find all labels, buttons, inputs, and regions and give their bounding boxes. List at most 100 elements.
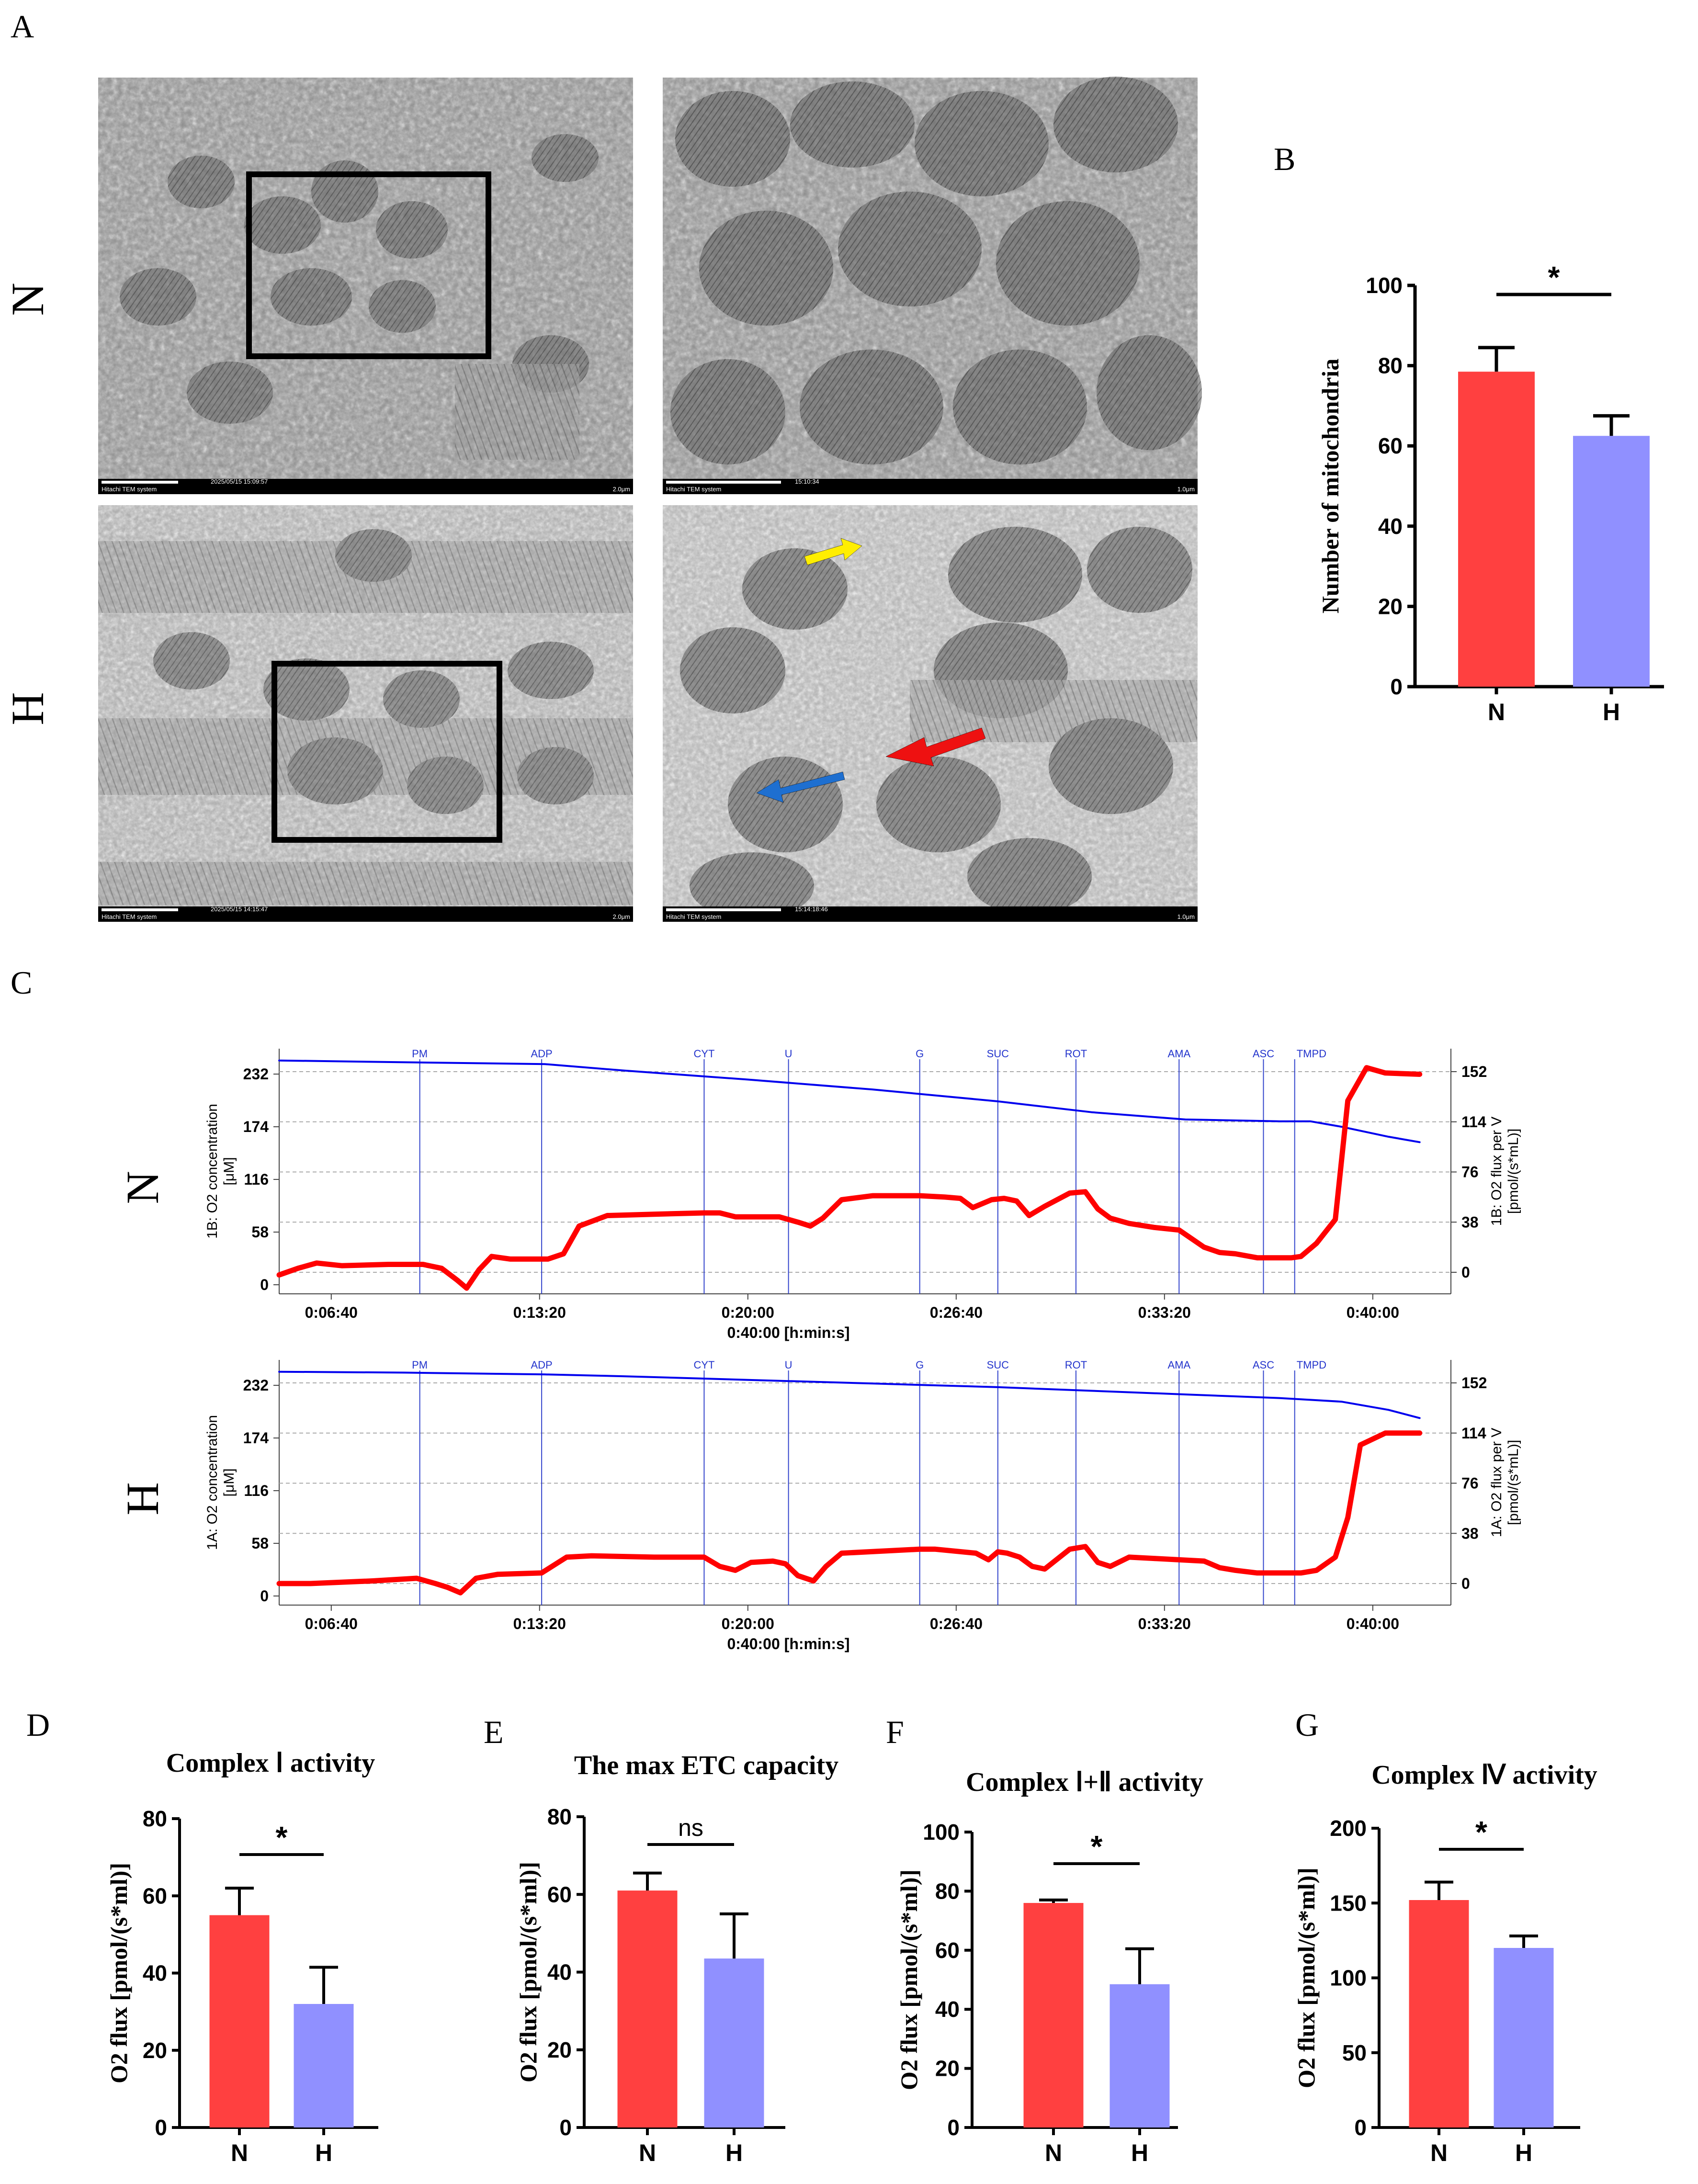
yellow-arrow [804,538,862,566]
x-tick-label: 0:13:20 [513,1615,566,1632]
panel-label-g: G [1295,1707,1319,1743]
y-tick-label: 40 [1378,514,1403,539]
y-tick-label: 50 [1342,2040,1367,2065]
event-label-adp: ADP [531,1048,553,1060]
event-label-asc: ASC [1253,1359,1274,1371]
scale-bar [666,481,781,484]
right-tick-label: 114 [1461,1425,1486,1442]
x-tick-label-n: N [1430,2139,1448,2166]
oxygraph-n: 0 38 76 114 152 0 58 116 174 232 0:06:40 0:13:20 0:2… [204,1048,1521,1341]
left-axis-unit: [μM] [221,1469,237,1497]
left-axis-unit: [μM] [221,1157,237,1186]
zoom-region-box [272,661,502,843]
event-label-cyt: CYT [693,1048,714,1060]
event-label-pm: PM [412,1048,428,1060]
panel-label-d: D [26,1707,50,1743]
event-label-ama: AMA [1167,1048,1190,1060]
y-tick-label: 40 [547,1960,572,1985]
significance-label: * [1475,1815,1487,1849]
tem-system-label: Hitachi TEM system [666,913,721,920]
tem-scale-label: 1.0μm [1177,913,1195,920]
significance-label: * [276,1820,288,1855]
right-tick-label: 0 [1461,1264,1470,1281]
chart-title: Complex Ⅰ activity [166,1748,375,1778]
x-axis-label: 0:40:00 [h:min:s] [727,1635,849,1652]
x-tick-label: 0:40:00 [1347,1615,1399,1632]
y-tick-label: 0 [155,2115,167,2140]
event-label-u: U [785,1359,792,1371]
y-tick-label: 100 [923,1820,960,1845]
blue-arrow [756,771,845,803]
significance-label: * [1091,1829,1103,1864]
scale-bar [102,481,178,484]
bar-chart-d: Complex Ⅰ activity O2 flux [pmol/(s*ml)] 0… [105,1748,378,2166]
right-axis-unit: [pmol/(s*mL)] [1506,1129,1521,1214]
y-axis-label: O2 flux [pmol/(s*ml)] [895,1869,922,2090]
left-tick-label: 174 [243,1118,269,1135]
tem-timestamp: 15:10:34 [795,478,819,485]
x-tick-label-h: H [1131,2139,1148,2166]
y-tick-label: 0 [559,2115,572,2140]
event-label-cyt: CYT [693,1359,714,1371]
tem-timestamp: 2025/05/15 14:15:47 [211,905,268,913]
bar-chart-g: Complex Ⅳ activity O2 flux [pmol/(s*ml)] 0… [1293,1760,1597,2166]
oxygraph-h: 0 38 76 114 152 0 58 116 174 232 0:06:40 0:13:20 0:2… [204,1359,1521,1652]
right-tick-label: 152 [1461,1063,1487,1080]
zoom-region-box [246,171,491,359]
y-tick-label: 60 [547,1882,572,1907]
right-tick-label: 76 [1461,1475,1479,1492]
left-tick-label: 116 [244,1171,269,1188]
event-label-suc: SUC [987,1048,1009,1060]
x-tick-label-h: H [315,2139,332,2166]
event-label-asc: ASC [1253,1048,1274,1060]
event-label-rot: ROT [1065,1048,1087,1060]
bar-n [1409,1900,1469,2127]
right-axis-title: 1A: O2 flux per V [1489,1428,1505,1537]
left-tick-label: 232 [243,1377,269,1394]
o2-flux-trace [276,1065,1423,1291]
x-tick-label-n: N [1488,699,1505,725]
left-tick-label: 116 [244,1482,269,1499]
mitochondria-cluster [98,529,633,905]
x-tick-label-h: H [1515,2139,1532,2166]
right-tick-label: 0 [1461,1575,1470,1592]
mitochondria-cluster [670,77,1202,464]
left-axis-title: 1B: O2 concentration [204,1104,220,1239]
y-tick-label: 100 [1366,273,1403,298]
scale-bar [102,908,178,911]
x-tick-label-n: N [1045,2139,1062,2166]
bar-h [704,1958,764,2127]
left-tick-label: 0 [260,1587,269,1605]
event-label-g: G [916,1359,924,1371]
event-label-rot: ROT [1065,1359,1087,1371]
x-tick-label-h: H [1603,699,1620,725]
tem-scale-label: 2.0μm [613,913,630,920]
event-label-ama: AMA [1167,1359,1190,1371]
y-tick-label: 60 [935,1938,960,1963]
bar-h [1109,1984,1170,2127]
x-tick-label: 0:06:40 [305,1615,358,1632]
panel-label-a: A [11,8,34,45]
red-arrow [885,727,986,767]
left-tick-label: 232 [243,1065,269,1083]
bar-n [1023,1903,1084,2127]
scale-bar [666,908,781,911]
y-tick-label: 20 [547,2037,572,2062]
x-tick-label: 0:33:20 [1138,1304,1191,1321]
tem-image-n-overview: Hitachi TEM system 2025/05/15 15:09:57 2… [98,78,633,494]
tem-system-label: Hitachi TEM system [666,486,721,493]
left-tick-label: 58 [251,1535,269,1552]
chart-title: Complex Ⅰ+Ⅱ activity [966,1767,1203,1797]
y-tick-label: 100 [1330,1966,1367,1991]
bar-h [294,2004,354,2127]
panel-label-f: F [886,1714,904,1750]
left-tick-label: 0 [260,1276,269,1293]
y-tick-label: 0 [1354,2115,1367,2140]
x-tick-label: 0:13:20 [513,1304,566,1321]
y-tick-label: 40 [143,1961,167,1986]
tem-system-label: Hitachi TEM system [102,486,157,493]
y-tick-label: 20 [935,2056,960,2081]
event-label-u: U [785,1048,792,1060]
bar-h [1573,436,1650,687]
